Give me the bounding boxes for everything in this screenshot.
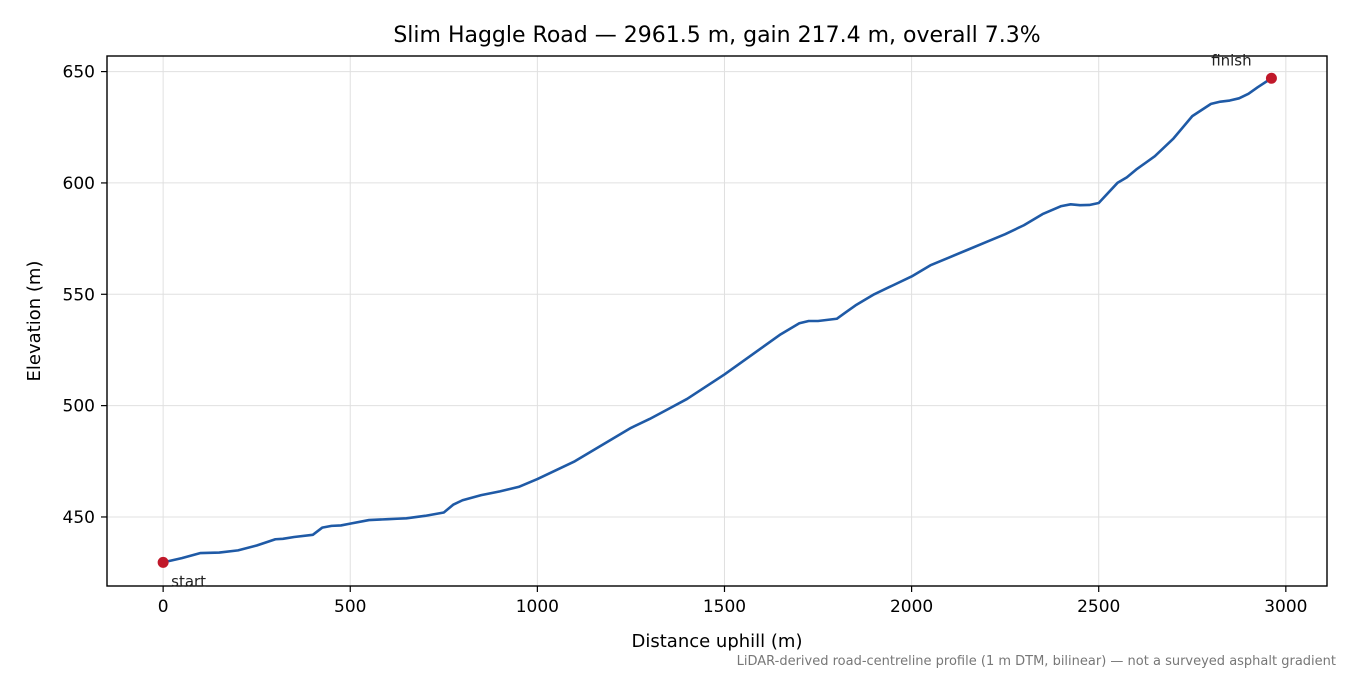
start-marker <box>157 556 169 568</box>
marker-layer <box>157 72 1277 568</box>
x-tick-label: 0 <box>158 597 169 617</box>
axis-ticks: 0 500 1000 1500 2000 2500 3000 450 500 550 600 650 <box>63 63 1308 617</box>
grid-lines <box>107 56 1327 586</box>
finish-annotation: finish <box>1211 51 1251 69</box>
x-tick-label: 500 <box>334 597 366 617</box>
footnote: LiDAR-derived road-centreline profile (1… <box>737 654 1336 669</box>
x-tick-label: 1500 <box>703 597 746 617</box>
finish-marker <box>1265 72 1277 84</box>
y-tick-label: 500 <box>63 397 95 417</box>
plot-area-frame <box>106 55 1328 587</box>
y-tick-label: 650 <box>63 63 95 83</box>
elevation-line <box>161 76 1273 564</box>
x-tick-label: 1000 <box>516 597 559 617</box>
x-axis-label: Distance uphill (m) <box>632 631 803 652</box>
y-tick-label: 450 <box>63 508 95 528</box>
x-tick-label: 2000 <box>890 597 933 617</box>
chart-title: Slim Haggle Road — 2961.5 m, gain 217.4 … <box>393 23 1040 48</box>
x-tick-label: 3000 <box>1264 597 1307 617</box>
y-axis-label: Elevation (m) <box>24 261 45 382</box>
x-tick-label: 2500 <box>1077 597 1120 617</box>
series-layer <box>161 76 1273 564</box>
y-tick-label: 550 <box>63 285 95 305</box>
y-tick-label: 600 <box>63 174 95 194</box>
start-annotation: start <box>171 572 206 590</box>
